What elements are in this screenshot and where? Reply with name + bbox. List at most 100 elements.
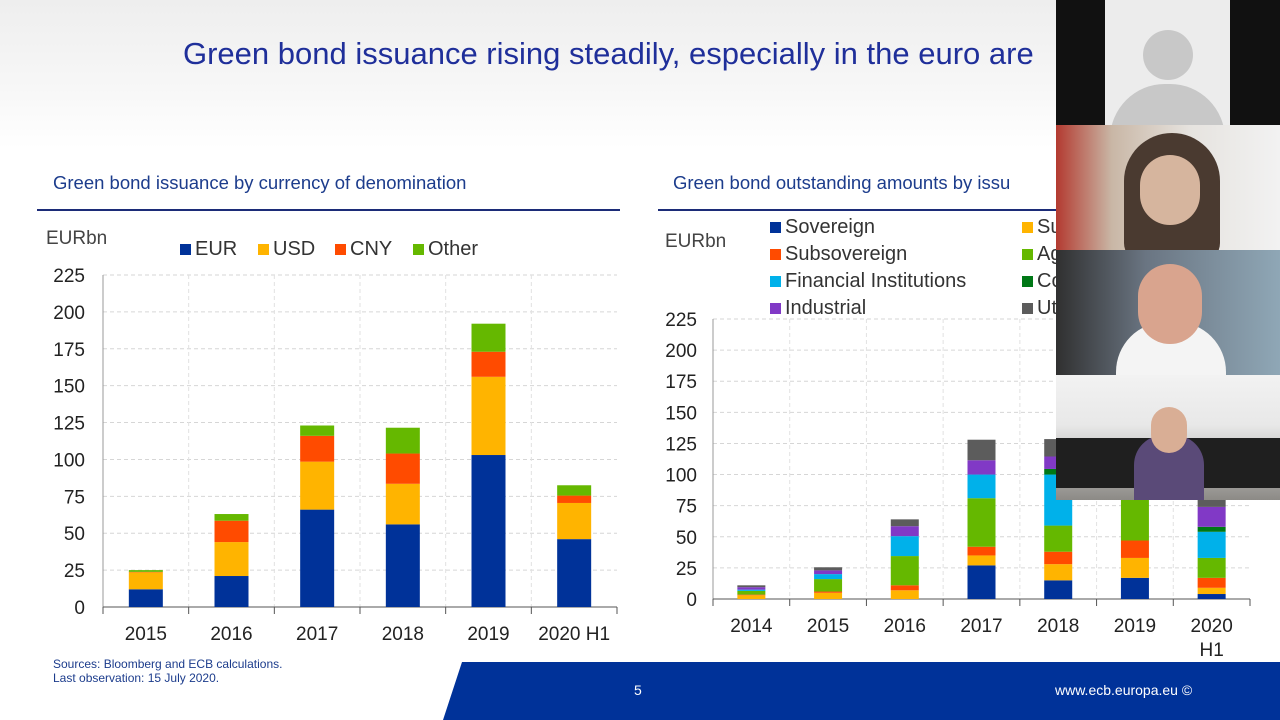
legend-swatch [180,244,191,255]
bar-industrial [737,587,766,590]
bar-industrial [967,460,996,475]
bar-eur [557,539,592,607]
legend-label: Su [1037,216,1062,238]
bar-ag [814,579,843,592]
bar-sovereign [1197,594,1226,599]
legend-label: Financial Institutions [785,270,967,292]
left-chart-title: Green bond issuance by currency of denom… [53,172,467,193]
legend-label: EUR [195,238,238,260]
bar-usd [471,376,506,456]
legend-swatch [1022,303,1033,314]
sources-note: Sources: Bloomberg and ECB calculations. [53,657,283,671]
legend-swatch [258,244,269,255]
bar-usd [128,572,163,590]
bar-other [557,485,592,496]
page-number: 5 [634,682,642,698]
legend-item: CNY [335,238,392,261]
y-tick-label: 25 [64,561,85,582]
video-tile-3[interactable] [1056,250,1280,375]
bar-cny [300,435,335,462]
x-tick-label: 2016 [210,624,252,645]
right-chart-ylabel: EURbn [665,231,727,252]
bar-ut [737,585,766,588]
bar-usd [300,461,335,510]
y-tick-label: 125 [665,434,697,455]
legend-label: Ag [1037,243,1062,265]
x-tick-label: 2019 [467,624,509,645]
bar-subsovereign [1044,551,1073,565]
left-chart-ylabel: EURbn [46,228,108,249]
bar-subsovereign [890,585,919,591]
y-tick-label: 25 [676,559,697,580]
x-tick-label: 2015 [807,616,849,637]
y-tick-label: 225 [53,266,85,287]
bar-eur [471,455,506,607]
bar-cny [471,351,506,377]
slide-footnote: Sources: Bloomberg and ECB calculations.… [53,657,282,685]
bar-financial-institutions [737,589,766,591]
x-tick-label: 2018 [382,624,424,645]
bar-ag [967,498,996,547]
x-tick-label: 2020 [1191,616,1233,637]
bar-su [814,592,843,599]
bar-usd [214,542,249,577]
bar-usd [385,483,420,525]
bar-industrial [814,570,843,575]
legend-item: Subsovereign [770,243,907,266]
user-avatar-icon [1105,0,1230,125]
bar-other [471,323,506,352]
bar-ag [737,590,766,595]
legend-item: EUR [180,238,237,261]
y-tick-label: 0 [74,598,85,619]
legend-swatch [770,303,781,314]
bar-su [967,555,996,566]
last-observation-note: Last observation: 15 July 2020. [53,671,220,685]
bar-subsovereign [1120,540,1149,558]
legend-item: Industrial [770,297,866,320]
bar-financial-institutions [890,536,919,557]
y-tick-label: 150 [665,403,697,424]
video-tile-1[interactable] [1056,0,1280,125]
legend-label: Industrial [785,297,867,319]
y-tick-label: 100 [665,466,697,487]
bar-eur [385,524,420,607]
x-tick-label: 2016 [884,616,926,637]
legend-item: Su [1022,216,1061,239]
y-tick-label: 200 [665,341,697,362]
bar-ut [1197,499,1226,507]
bar-su [890,590,919,599]
bar-subsovereign [1197,577,1226,588]
video-tile-2[interactable] [1056,125,1280,250]
bar-su [1120,557,1149,578]
video-tile-4[interactable] [1056,375,1280,500]
bar-financial-institutions [1197,531,1226,558]
legend-swatch [770,222,781,233]
y-tick-label: 225 [665,310,697,331]
bar-subsovereign [737,594,766,596]
bar-cny [214,520,249,543]
legend-item: Sovereign [770,216,875,239]
bar-ut [890,519,919,527]
right-chart-title: Green bond outstanding amounts by issu [673,172,1011,193]
bar-co [1197,526,1226,532]
bar-su [737,595,766,599]
bar-su [1197,587,1226,595]
legend-swatch [770,249,781,260]
x-tick-label: 2014 [730,616,773,637]
bar-eur [214,576,249,607]
legend-item: Ag [1022,243,1061,266]
bar-usd [557,502,592,540]
bar-ag [890,556,919,586]
bar-sovereign [967,565,996,599]
legend-swatch [1022,222,1033,233]
legend-label: Ut [1037,297,1057,319]
y-tick-label: 75 [64,487,85,508]
x-tick-label: 2019 [1114,616,1156,637]
x-tick-label: H1 [1199,640,1223,661]
bar-subsovereign [814,591,843,593]
bar-other [300,425,335,436]
bar-financial-institutions [967,474,996,499]
bar-industrial [1197,506,1226,527]
bar-subsovereign [967,546,996,556]
slide-title: Green bond issuance rising steadily, esp… [183,36,1034,71]
